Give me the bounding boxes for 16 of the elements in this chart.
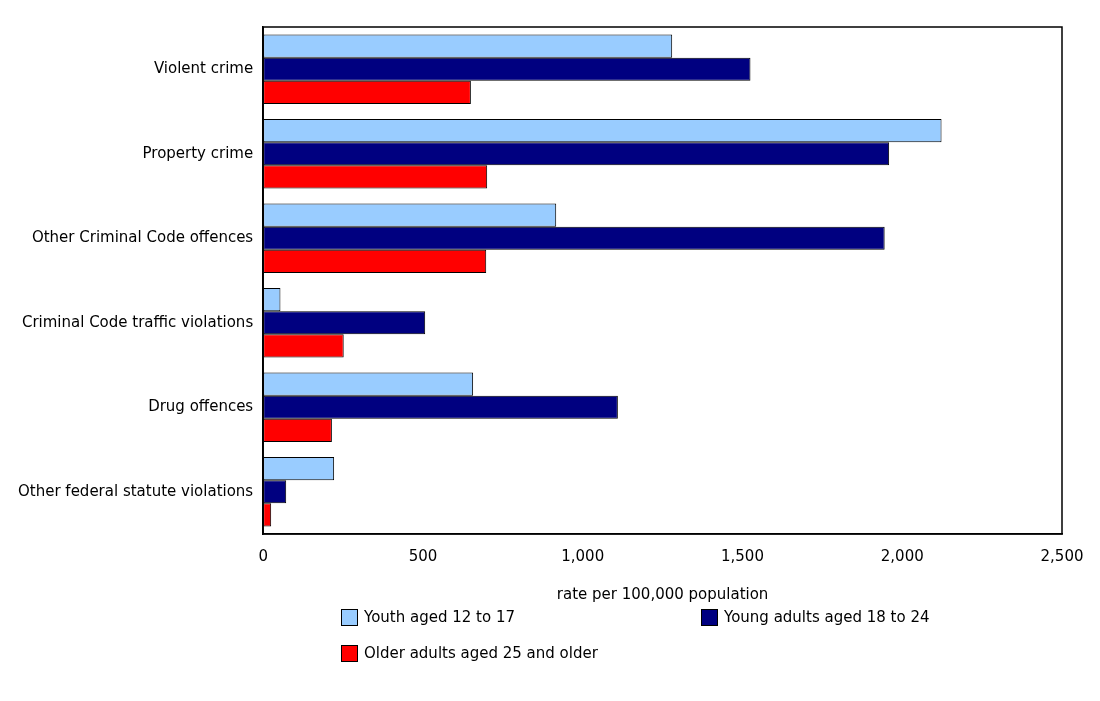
x-tick-label: 2,000 bbox=[880, 546, 924, 565]
x-tick-label: 2,500 bbox=[1040, 546, 1084, 565]
y-tick-label: Drug offences bbox=[148, 397, 254, 416]
x-tick-label: 0 bbox=[258, 546, 268, 565]
x-tick-label: 500 bbox=[408, 546, 438, 565]
legend-label: Older adults aged 25 and older bbox=[364, 644, 598, 662]
y-tick-label: Property crime bbox=[142, 143, 254, 162]
y-tick-label: Violent crime bbox=[153, 59, 254, 78]
x-tick-label: 1,500 bbox=[721, 546, 764, 565]
legend-label: Youth aged 12 to 17 bbox=[364, 608, 516, 626]
y-tick-label: Criminal Code traffic violations bbox=[21, 312, 254, 331]
x-axis-title: rate per 100,000 population bbox=[556, 584, 769, 603]
y-tick-label: Other Criminal Code offences bbox=[31, 228, 254, 247]
x-tick-label: 1,000 bbox=[561, 546, 605, 565]
y-tick-label: Other federal statute violations bbox=[17, 481, 254, 500]
legend-label: Young adults aged 18 to 24 bbox=[724, 608, 930, 626]
